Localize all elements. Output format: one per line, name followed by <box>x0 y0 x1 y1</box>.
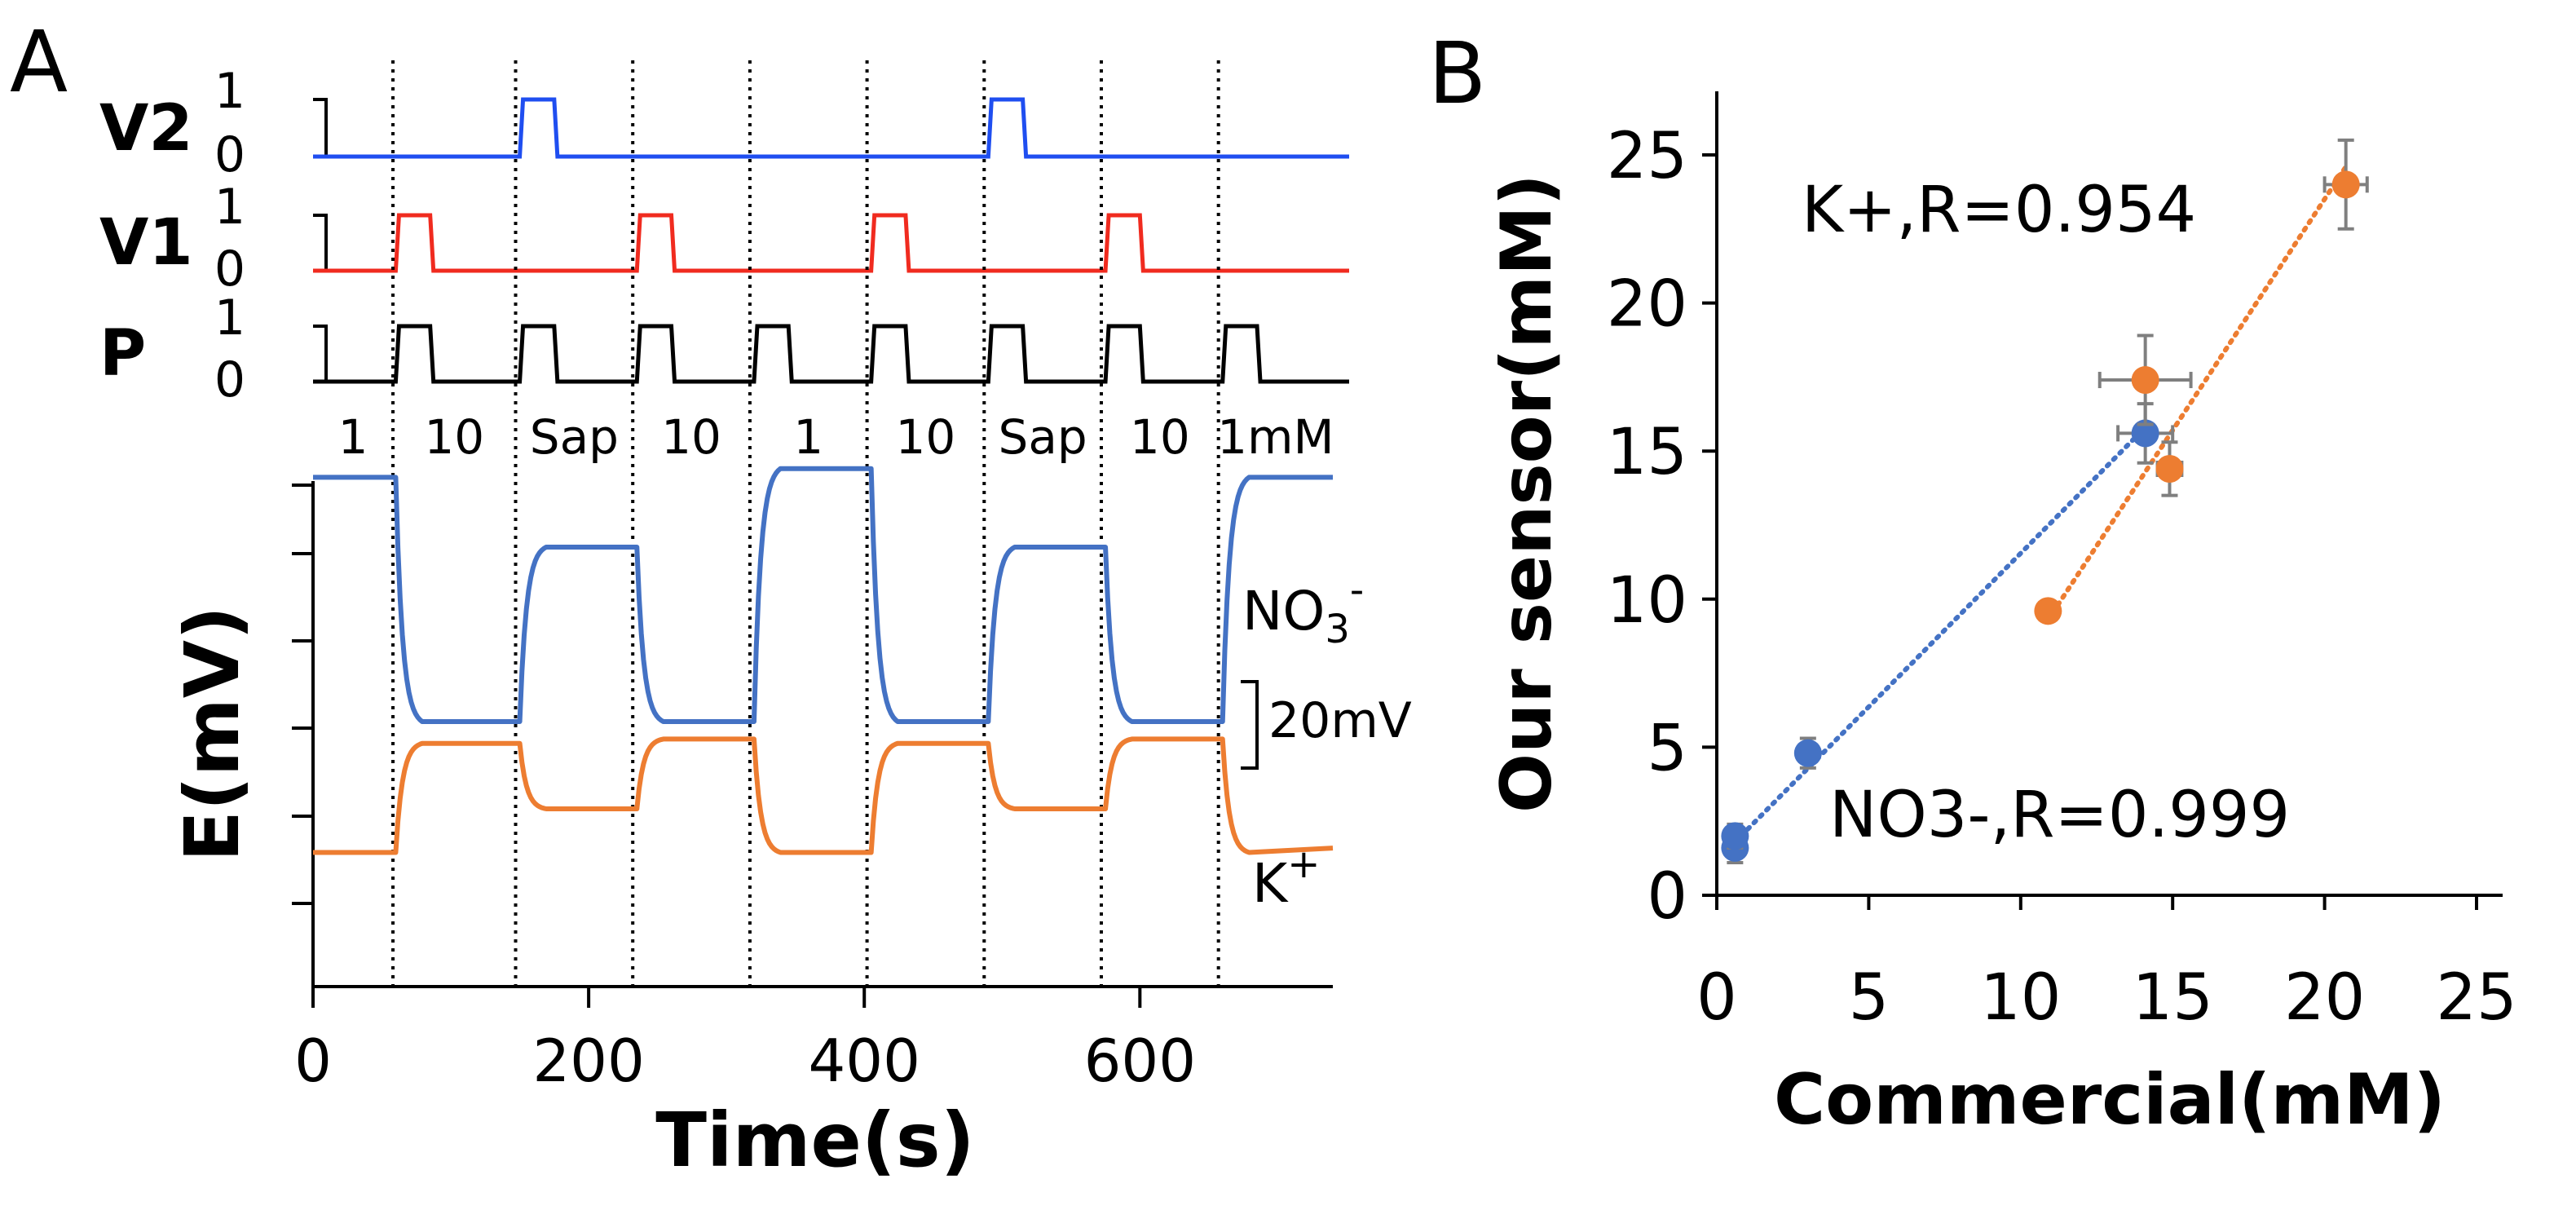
potential-traces <box>313 466 1334 855</box>
k-annotation: K+,R=0.954 <box>1802 174 2196 247</box>
scatter-y-tick-label: 25 <box>1607 120 1687 193</box>
time-tick-label: 600 <box>1084 1027 1196 1095</box>
no3-annotation: NO3-,R=0.999 <box>1829 779 2290 852</box>
valve-bracket <box>313 214 328 272</box>
scatter-x-tick-label: 25 <box>2436 961 2516 1035</box>
switch-time-lines <box>391 60 1220 987</box>
segment-labels: 1 10 Sap 10 1 10 Sap 10 1mM <box>338 409 1334 465</box>
valve-tick-lo: 0 <box>214 351 245 408</box>
valve-tick-hi: 1 <box>214 179 245 236</box>
scatter-x-tick-label: 10 <box>1980 961 2061 1035</box>
segment-label: 10 <box>896 409 956 465</box>
scatter-y-tick-label: 10 <box>1607 564 1687 638</box>
segment-label: Sap <box>999 409 1087 465</box>
scatter-axes <box>1715 91 2503 897</box>
scatter-ticks: 0 5 10 15 20 25 0 5 10 15 20 25 <box>1607 120 2517 1035</box>
panel-a-label: A <box>10 12 68 112</box>
k-series-label: K+ <box>1252 841 1321 915</box>
scatter-y-label: Our sensor(mM) <box>1486 174 1568 813</box>
trendline-k <box>2045 164 2349 623</box>
valve-tick-lo: 0 <box>214 241 245 298</box>
point-k <box>2034 597 2062 625</box>
segment-label: 1 <box>338 409 368 465</box>
segment-label: 10 <box>424 409 484 465</box>
scatter-x-tick-label: 20 <box>2284 961 2365 1035</box>
valve-trace-v1 <box>313 213 1349 273</box>
segment-label: 10 <box>661 409 721 465</box>
valve-tick-hi: 1 <box>214 289 245 347</box>
no3-label-sub: 3 <box>1325 607 1350 652</box>
scatter-x-tick-label: 5 <box>1849 961 1890 1035</box>
point-no3 <box>1793 739 1822 767</box>
point-no3 <box>1721 822 1749 850</box>
scale-bar-label: 20mV <box>1268 692 1412 749</box>
point-k <box>2155 454 2184 483</box>
segment-label: 10 <box>1130 409 1190 465</box>
scatter-x-tick-label: 0 <box>1696 961 1737 1035</box>
time-tick-label: 400 <box>808 1027 920 1095</box>
scatter-y-tick-label: 20 <box>1607 268 1687 342</box>
valve-bracket <box>313 98 328 158</box>
time-x-ticks: 0 200 400 600 <box>294 987 1196 1095</box>
point-k <box>2331 170 2360 199</box>
potential-y-label: E(mV) <box>169 606 256 862</box>
valve-tick-hi: 1 <box>214 63 245 120</box>
scatter-y-tick-label: 5 <box>1647 712 1687 785</box>
no3-series-label: NO3- <box>1242 567 1364 652</box>
point-k <box>2131 366 2159 395</box>
time-x-label: Time(s) <box>655 1097 974 1184</box>
k-label-sup: + <box>1287 841 1320 887</box>
panel-b-label: B <box>1428 24 1486 123</box>
valve-name-p: P <box>99 317 146 391</box>
potential-axes <box>292 481 1333 988</box>
scale-bar <box>1241 680 1259 770</box>
valve-trace-v2 <box>313 97 1349 159</box>
time-tick-label: 0 <box>294 1027 332 1095</box>
segment-label: Sap <box>530 409 619 465</box>
no3-label-sup: - <box>1350 567 1364 613</box>
k-label-main: K <box>1252 852 1289 915</box>
valve-bracket <box>313 325 328 383</box>
scatter-x-label: Commercial(mM) <box>1774 1059 2446 1141</box>
no3-label-main: NO <box>1242 580 1325 643</box>
time-tick-label: 200 <box>532 1027 644 1095</box>
trace-no3 <box>313 466 1333 724</box>
valve-trace-p <box>313 324 1349 384</box>
valve-name-v1: V1 <box>99 206 193 280</box>
scatter-y-tick-label: 0 <box>1647 860 1687 934</box>
segment-label: 1 <box>793 409 823 465</box>
scatter-y-tick-label: 15 <box>1607 416 1687 489</box>
point-no3 <box>2131 419 2159 448</box>
valve-name-v2: V2 <box>99 92 193 166</box>
trendline-no3 <box>1732 425 2148 845</box>
scatter-x-tick-label: 15 <box>2133 961 2213 1035</box>
trace-k <box>313 736 1334 855</box>
segment-label: 1mM <box>1217 409 1334 465</box>
scatter-points <box>1721 138 2369 865</box>
valve-tick-lo: 0 <box>214 126 245 183</box>
